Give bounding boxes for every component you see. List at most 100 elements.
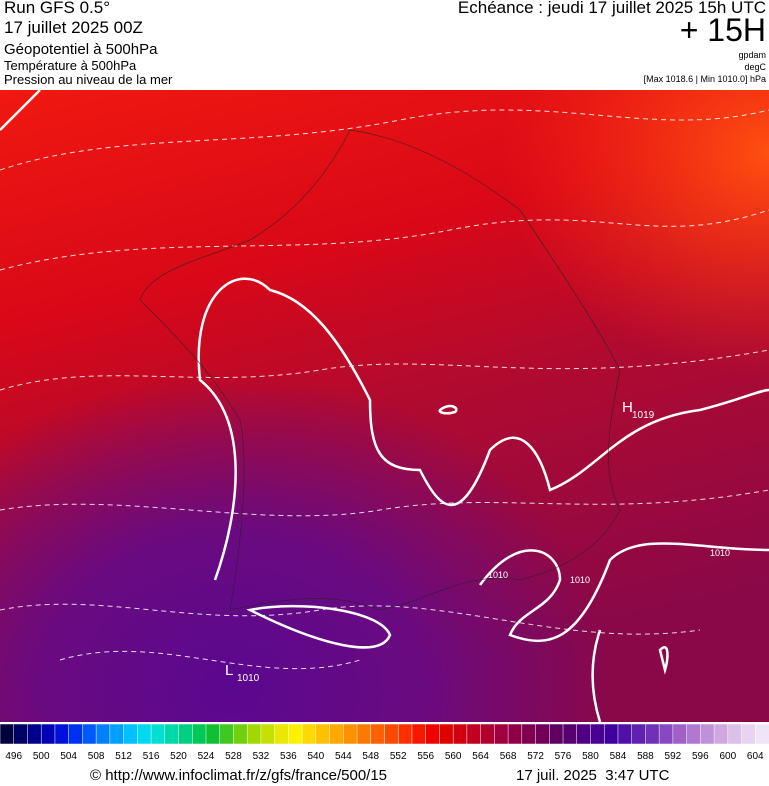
color-swatch <box>301 724 317 745</box>
pressure-range: [Max 1018.6 | Min 1010.0] hPa <box>643 74 766 84</box>
valid-time: Echéance : jeudi 17 juillet 2025 15h UTC <box>457 0 766 17</box>
colorbar-label: 560 <box>445 751 462 762</box>
field-temp: Température à 500hPa <box>4 58 137 73</box>
color-swatch <box>68 724 84 745</box>
color-swatch <box>150 724 166 745</box>
color-swatch <box>315 724 331 745</box>
colorbar-label: 588 <box>637 751 654 762</box>
colorbar-label: 536 <box>280 751 297 762</box>
color-swatch <box>700 724 715 745</box>
run: Run GFS 0.5° <box>4 0 111 17</box>
map: H 1019 L 1010 1010 1010 1010 <box>0 90 769 722</box>
colorbar-label: 504 <box>60 751 77 762</box>
generated-time: 17 juil. 2025 3:47 UTC <box>516 767 670 784</box>
field-pressure: Pression au niveau de la mer <box>4 72 173 87</box>
color-swatch <box>397 724 413 745</box>
color-swatch <box>466 724 482 745</box>
color-swatch <box>343 724 358 745</box>
colorbar-label: 576 <box>555 751 572 762</box>
color-swatch <box>54 724 70 745</box>
color-swatch <box>521 724 537 745</box>
color-swatch <box>95 724 111 745</box>
colorbar-label: 580 <box>582 751 599 762</box>
color-swatch <box>109 724 125 745</box>
colorbar-label: 572 <box>527 751 544 762</box>
pressure-center-value: 1019 <box>632 410 655 421</box>
color-swatch <box>590 724 605 745</box>
colorbar-label: 540 <box>307 751 324 762</box>
pressure-center: L <box>225 662 233 679</box>
color-swatch <box>233 724 248 745</box>
unit-geo: gpdam <box>738 50 766 60</box>
color-swatch <box>727 724 743 745</box>
color-swatch <box>288 724 303 745</box>
colorbar-label: 548 <box>362 751 379 762</box>
colorbar-label: 544 <box>335 751 352 762</box>
color-swatch <box>27 724 42 745</box>
color-swatch <box>549 724 564 745</box>
color-swatch <box>13 724 29 745</box>
lead-time: + 15H <box>679 12 766 48</box>
unit-temp: degC <box>744 62 766 72</box>
color-swatch <box>137 724 152 745</box>
colorbar-label: 528 <box>225 751 242 762</box>
cold-area <box>0 90 769 722</box>
color-swatch <box>755 724 769 745</box>
colorbar-label: 568 <box>500 751 517 762</box>
color-swatch <box>741 724 757 745</box>
color-swatch <box>40 724 56 745</box>
color-swatch <box>164 724 180 745</box>
contour-label: 1010 <box>570 575 590 585</box>
run-date: 17 juillet 2025 00Z <box>4 18 143 37</box>
color-swatch <box>274 724 290 745</box>
color-swatch <box>384 724 399 745</box>
color-swatch <box>452 724 468 745</box>
colorbar-label: 520 <box>170 751 187 762</box>
pressure-contours <box>0 90 769 722</box>
contour-label: 1010 <box>710 548 730 558</box>
colorbar-label: 496 <box>5 751 22 762</box>
color-swatch <box>356 724 372 745</box>
color-swatch <box>535 724 551 745</box>
colorbar-label: 604 <box>747 751 764 762</box>
pressure-center-value: 1010 <box>237 673 260 684</box>
colorbar-label: 508 <box>88 751 105 762</box>
temp-contours <box>0 109 769 670</box>
colorbar-label: 500 <box>33 751 50 762</box>
color-swatch <box>576 724 592 745</box>
coastlines <box>139 129 621 611</box>
colorbar-label: 512 <box>115 751 132 762</box>
colorbar-label: 552 <box>390 751 407 762</box>
color-swatch <box>246 724 262 745</box>
field-main: Géopotentiel à 500hPa <box>4 41 158 58</box>
color-swatch <box>329 724 345 745</box>
color-swatch <box>370 724 386 745</box>
colorbar-label: 584 <box>610 751 627 762</box>
pressure-center: H <box>622 399 633 416</box>
color-swatch <box>123 724 139 745</box>
contour-label: 1010 <box>488 570 508 580</box>
colorbar-label: 524 <box>198 751 215 762</box>
color-swatch <box>562 724 578 745</box>
colorbar-label: 516 <box>143 751 160 762</box>
color-swatch <box>631 724 647 745</box>
color-swatch <box>672 724 688 745</box>
color-swatch <box>494 724 509 745</box>
color-swatch <box>439 724 454 745</box>
colorbar-label: 532 <box>253 751 270 762</box>
color-swatch <box>82 724 97 745</box>
color-swatch <box>205 724 221 745</box>
colorbar-label: 556 <box>417 751 434 762</box>
color-swatch <box>411 724 427 745</box>
color-swatch <box>713 724 729 745</box>
color-swatch <box>178 724 193 745</box>
color-swatch <box>480 724 496 745</box>
color-swatch <box>658 724 674 745</box>
color-swatch <box>507 724 523 745</box>
colorbar-label: 600 <box>719 751 736 762</box>
color-swatch <box>686 724 702 745</box>
color-swatch <box>617 724 633 745</box>
color-swatch <box>603 724 619 745</box>
colorbar-label: 564 <box>472 751 489 762</box>
